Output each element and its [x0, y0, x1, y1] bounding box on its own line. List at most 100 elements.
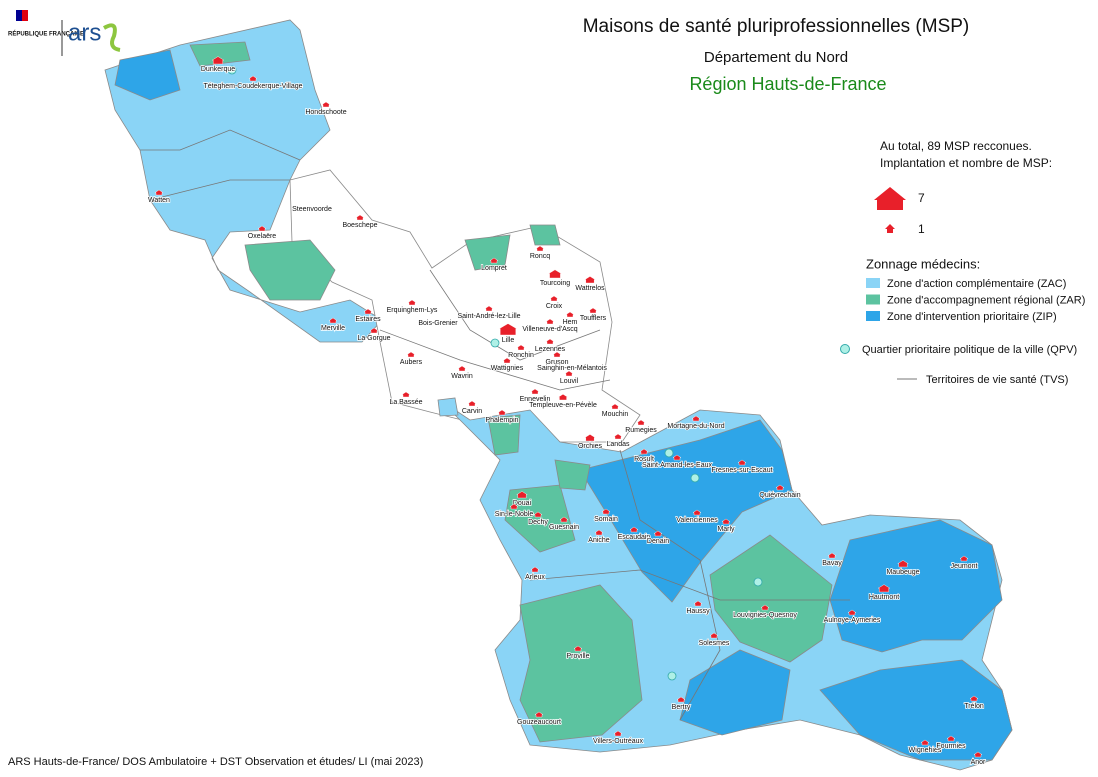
place-label: Jeumont: [951, 563, 978, 570]
msp-marker: [573, 645, 583, 652]
place-label: Phalempin: [485, 417, 518, 424]
msp-marker: [321, 101, 331, 108]
msp-marker: [328, 317, 338, 324]
subtitle: Département du Nord: [704, 49, 848, 66]
place-label: Saint-André-lez-Lille: [457, 313, 520, 320]
place-label: La Gorgue: [357, 335, 390, 342]
legend-zone-swatch: [866, 278, 880, 288]
place-label: Valenciennes: [676, 517, 718, 524]
msp-marker: [584, 434, 596, 442]
place-label: Toufflers: [580, 315, 607, 322]
place-label: La Bassée: [389, 399, 422, 406]
msp-marker: [610, 403, 620, 410]
msp-marker: [369, 327, 379, 334]
place-label: Erquinghem-Lys: [387, 307, 438, 314]
footer: ARS Hauts-de-France/ DOS Ambulatoire + D…: [8, 756, 423, 768]
msp-marker: [693, 600, 703, 607]
place-label: Steenvoorde: [292, 206, 332, 213]
place-label: Rumegies: [625, 427, 657, 434]
place-label: Wavrin: [451, 373, 473, 380]
legend-size-min: 1: [918, 222, 925, 236]
legend-tvs: Territoires de vie santé (TVS): [926, 374, 1068, 386]
place-label: Téteghem-Coudekerque-Village: [203, 83, 302, 90]
place-label: Lompret: [481, 265, 507, 272]
place-label: Quiévrechain: [759, 492, 800, 499]
msp-marker: [484, 305, 494, 312]
msp-marker: [847, 609, 857, 616]
place-label: Denain: [647, 538, 669, 545]
place-label: Aulnoye-Aymeries: [824, 617, 881, 624]
place-label: Roncq: [530, 253, 550, 260]
msp-marker: [516, 344, 526, 351]
place-label: Proville: [567, 653, 590, 660]
place-label: Solesmes: [699, 640, 730, 647]
msp-marker: [897, 560, 909, 568]
msp-marker: [639, 448, 649, 455]
region: Région Hauts-de-France: [689, 74, 886, 94]
logo-republic: RÉPUBLIQUE FRANÇAISE: [8, 30, 84, 38]
msp-marker: [154, 189, 164, 196]
msp-marker: [547, 269, 563, 279]
msp-marker: [760, 604, 770, 611]
msp-marker: [457, 365, 467, 372]
place-label: Saint-Amand-les-Eaux: [642, 462, 713, 469]
legend: Au total, 89 MSP recconues. Implantation…: [840, 139, 1085, 386]
place-label: Oxelaëre: [248, 233, 277, 240]
place-label: Wattignies: [491, 365, 524, 372]
place-label: Dunkerque: [201, 66, 235, 73]
msp-marker: [559, 516, 569, 523]
place-label: Hautmont: [869, 594, 899, 601]
legend-zone-label: Zone d'action complémentaire (ZAC): [887, 278, 1066, 290]
place-label: Ennevelin: [520, 396, 551, 403]
msp-marker: [692, 509, 702, 516]
msp-marker: [676, 696, 686, 703]
legend-house-small: [885, 224, 895, 233]
place-label: Landas: [607, 441, 630, 448]
msp-marker: [211, 56, 225, 65]
msp-marker: [516, 491, 528, 499]
msp-marker: [613, 730, 623, 737]
place-label: Fresnes-sur-Escaut: [711, 467, 772, 474]
place-label: Gruson: [546, 359, 569, 366]
msp-marker: [594, 529, 604, 536]
msp-marker: [497, 409, 507, 416]
msp-marker: [588, 307, 598, 314]
place-label: Hondschoote: [305, 109, 346, 116]
qpv-markers: [227, 65, 763, 681]
msp-marker: [552, 351, 562, 358]
msp-marker: [549, 295, 559, 302]
msp-marker: [653, 530, 663, 537]
msp-marker: [565, 311, 575, 318]
msp-marker: [672, 454, 682, 461]
legend-qpv-symbol: [840, 344, 850, 354]
msp-marker: [613, 433, 623, 440]
logo: RÉPUBLIQUE FRANÇAISE ars: [8, 10, 121, 56]
place-label: Trélon: [964, 703, 984, 710]
msp-marker: [502, 357, 512, 364]
place-label: Rosult: [634, 456, 654, 463]
place-label: Bertry: [672, 704, 691, 711]
msp-marker: [534, 711, 544, 718]
msp-marker: [827, 552, 837, 559]
place-label: Louvil: [560, 378, 579, 385]
msp-marker: [407, 299, 417, 306]
place-label: Mouchin: [602, 411, 629, 418]
msp-marker: [721, 518, 731, 525]
msp-marker: [629, 526, 639, 533]
place-label: Estaires: [355, 316, 381, 323]
msp-marker: [636, 419, 646, 426]
legend-zone-swatch: [866, 311, 880, 321]
place-label: Bois-Grenier: [418, 320, 458, 327]
place-label: Aniche: [588, 537, 610, 544]
place-label: Haussy: [686, 608, 710, 615]
msp-marker: [584, 276, 596, 284]
title: Maisons de santé pluriprofessionnelles (…: [583, 16, 970, 37]
msp-marker: [248, 75, 258, 82]
place-label: Villers-Outréaux: [593, 738, 644, 745]
msp-marker: [401, 391, 411, 398]
place-label: Boeschepe: [342, 222, 377, 229]
legend-zone-swatch: [866, 294, 880, 305]
place-label: Anor: [971, 759, 986, 766]
place-label: Maubeuge: [886, 569, 919, 576]
